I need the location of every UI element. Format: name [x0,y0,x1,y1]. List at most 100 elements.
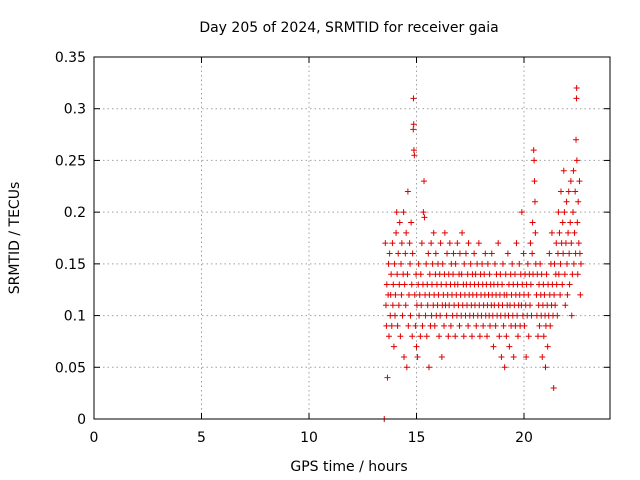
data-point [532,229,539,236]
data-point [501,364,508,371]
data-point [399,312,406,319]
data-point [465,240,472,247]
y-tick-label: 0.1 [64,309,86,325]
data-point [475,240,482,247]
data-point [389,240,396,247]
data-point [454,281,461,288]
data-point [471,250,478,257]
data-point [412,322,419,329]
data-point [425,364,432,371]
data-point [422,312,429,319]
data-point [479,260,486,267]
data-point [388,271,395,278]
data-point [527,240,534,247]
data-point [565,229,572,236]
data-point [438,353,445,360]
data-point [575,240,582,247]
data-point [402,250,409,257]
data-point [436,333,443,340]
data-point [556,229,563,236]
data-point [567,178,574,185]
data-point [497,271,504,278]
y-tick-label: 0.2 [64,205,86,221]
data-point [525,291,532,298]
data-points [381,85,584,422]
data-point [511,271,518,278]
data-point [426,271,433,278]
data-point [529,219,536,226]
data-point [441,322,448,329]
data-point [430,229,437,236]
y-tick-label: 0.25 [55,153,86,169]
data-point [573,136,580,143]
data-point [456,322,463,329]
data-point [554,312,561,319]
data-point [405,291,412,298]
data-point [411,152,418,159]
x-tick-label: 10 [300,430,318,446]
data-point [566,281,573,288]
data-point [476,333,483,340]
data-point [400,209,407,216]
data-point [573,157,580,164]
data-point [534,333,541,340]
data-point [541,291,548,298]
data-point [395,302,402,309]
data-point [429,260,436,267]
data-point [401,353,408,360]
data-point [410,121,417,128]
data-point [383,322,390,329]
data-point [437,312,444,319]
x-axis-label: GPS time / hours [290,459,407,475]
data-point [382,240,389,247]
data-point [496,333,503,340]
data-point [514,333,521,340]
chart-title: Day 205 of 2024, SRMTID for receiver gai… [199,20,498,36]
data-point [518,209,525,216]
data-point [570,209,577,216]
data-point [416,312,423,319]
data-point [542,364,549,371]
axis-ticks: 0 0.05 0.1 0.15 0.2 0.25 0.3 0.35 0 5 10 15 20 [55,50,610,446]
data-point [566,250,573,257]
data-point [557,260,564,267]
data-point [390,281,397,288]
data-point [557,188,564,195]
data-point [431,322,438,329]
data-point [439,260,446,267]
y-tick-label: 0.3 [64,102,86,118]
data-point [531,198,538,205]
data-point [418,302,425,309]
data-point [568,312,575,319]
data-point [450,271,457,278]
data-point [552,302,559,309]
data-point [570,167,577,174]
data-point [554,250,561,257]
data-point [456,250,463,257]
data-point [563,198,570,205]
data-point [490,343,497,350]
data-point [473,322,480,329]
data-point [465,322,472,329]
data-point [416,291,423,298]
data-point [385,260,392,267]
data-point [565,188,572,195]
data-point [546,250,553,257]
data-point [458,271,465,278]
data-point [482,250,489,257]
data-point [523,353,530,360]
data-point [577,291,584,298]
data-point [525,333,532,340]
data-point [410,95,417,102]
data-point [521,322,528,329]
data-point [561,209,568,216]
data-point [506,343,513,350]
data-point [573,85,580,92]
y-tick-label: 0.05 [55,360,86,376]
data-point [432,250,439,257]
data-point [548,229,555,236]
data-point [417,271,424,278]
data-point [559,281,566,288]
data-point [404,188,411,195]
